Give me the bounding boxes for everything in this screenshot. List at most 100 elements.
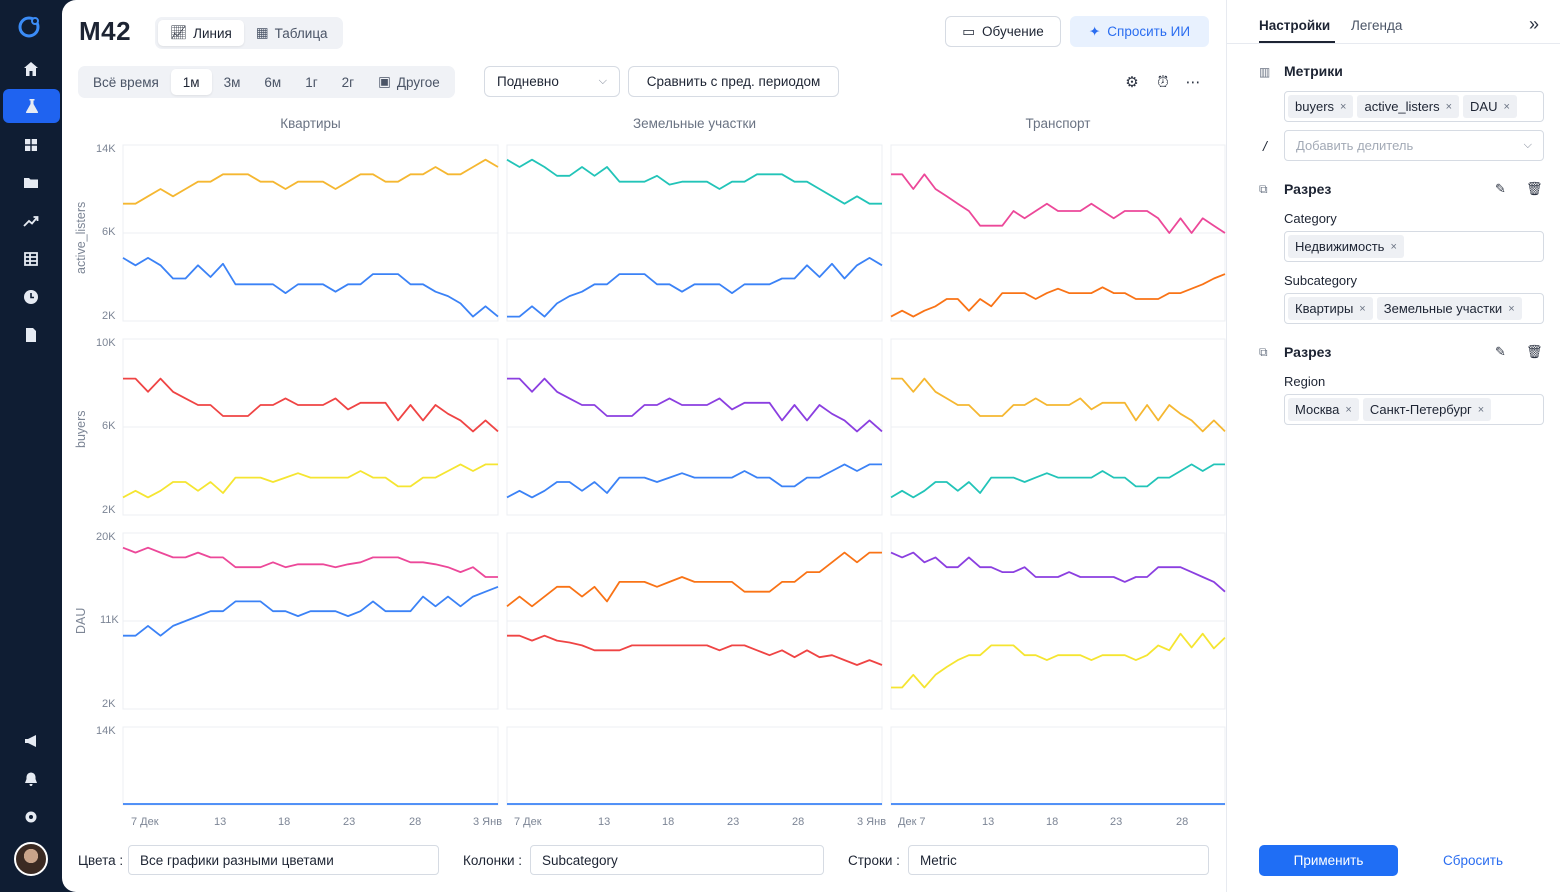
line-chart-icon: 📈︎ (170, 25, 188, 40)
trash-icon[interactable]: 🗑︎ (1526, 181, 1543, 196)
subcategory-chip[interactable]: Земельные участки × (1376, 297, 1522, 320)
tab-table[interactable]: ▦ Таблица (255, 25, 328, 41)
split-title: Разрез (1284, 344, 1332, 360)
gear-icon[interactable] (14, 802, 48, 832)
remove-icon[interactable]: × (1508, 302, 1515, 315)
metric-chip[interactable]: active_listers × (1357, 95, 1460, 118)
trend-icon[interactable] (14, 206, 48, 236)
remove-icon[interactable]: × (1359, 302, 1366, 315)
series-line (122, 463, 498, 499)
x-tick: 28 (792, 816, 805, 828)
metric-chip[interactable]: DAU × (1463, 95, 1517, 118)
small-multiples-chart (122, 144, 1226, 806)
columns-select[interactable]: Subcategory (530, 845, 824, 875)
more-icon[interactable]: ⋯ (1185, 74, 1201, 91)
page-title: M42 (79, 16, 132, 46)
series-line (890, 551, 1226, 593)
region-field[interactable]: Москва × Санкт-Петербург × (1284, 394, 1544, 425)
column-title: Земельные участки (632, 116, 756, 131)
colors-select[interactable]: Все графики разными цветами (128, 845, 439, 875)
tab-line[interactable]: 📈︎ Линия (158, 20, 244, 46)
subcategory-chip[interactable]: Квартиры × (1288, 297, 1373, 320)
split-title: Разрез (1284, 181, 1332, 197)
granularity-select[interactable]: Подневно ⌵ (484, 66, 620, 97)
folder-icon[interactable] (14, 168, 48, 198)
x-tick: 28 (1176, 816, 1189, 828)
metrics-field[interactable]: buyers × active_listers × DAU × (1284, 91, 1544, 122)
x-tick: 23 (343, 816, 356, 828)
alarm-icon[interactable]: ⏰︎ (1157, 73, 1169, 91)
period-1y[interactable]: 1г (305, 74, 318, 90)
trash-icon[interactable]: 🗑︎ (1526, 344, 1543, 359)
y-tick: 2K (102, 504, 116, 516)
flask-icon[interactable] (3, 89, 60, 123)
x-tick: 3 Янв (857, 816, 887, 828)
category-chip[interactable]: Недвижимость × (1288, 235, 1404, 258)
x-tick: 7 Дек (514, 816, 542, 828)
rows-select[interactable]: Metric (908, 845, 1209, 875)
edit-icon[interactable]: ✎ (1495, 181, 1506, 196)
active-tab-indicator (1259, 41, 1335, 43)
panel-frame (890, 726, 1226, 806)
x-tick: 18 (662, 816, 675, 828)
logo-icon[interactable] (16, 14, 42, 40)
tab-legend[interactable]: Легенда (1351, 18, 1403, 33)
remove-icon[interactable]: × (1340, 100, 1347, 113)
x-tick: 7 Дек (131, 816, 159, 828)
series-line (507, 634, 883, 666)
split-icon: ⧉ (1259, 345, 1268, 359)
learn-button[interactable]: ▭ Обучение (945, 16, 1061, 47)
clock-icon[interactable] (14, 282, 48, 312)
megaphone-icon[interactable] (14, 726, 48, 756)
remove-icon[interactable]: × (1477, 403, 1485, 416)
period-6m[interactable]: 6м (264, 74, 282, 90)
grid-icon[interactable] (14, 130, 48, 160)
metric-chip[interactable]: buyers × (1288, 95, 1354, 118)
compare-button[interactable]: Сравнить с пред. периодом (628, 66, 839, 97)
x-tick: 18 (278, 816, 291, 828)
table-icon: ▦ (255, 25, 269, 40)
y-tick: 2K (102, 698, 116, 710)
period-all[interactable]: Всё время (93, 74, 159, 90)
period-3m[interactable]: 3м (223, 74, 241, 90)
series-line (891, 173, 1226, 234)
subcategory-field[interactable]: Квартиры × Земельные участки × (1284, 293, 1544, 324)
main-panel: M42 📈︎ Линия ▦ Таблица ▭ Обучение ✦ Спросить… (62, 0, 1226, 892)
tab-settings[interactable]: Настройки (1259, 18, 1331, 33)
edit-icon[interactable]: ✎ (1495, 344, 1506, 359)
period-1m[interactable]: 1м (170, 69, 212, 95)
remove-icon[interactable]: × (1503, 100, 1510, 113)
settings-icon[interactable]: ⚙ (1125, 74, 1139, 91)
ask-ai-button[interactable]: ✦ Спросить ИИ (1070, 16, 1209, 47)
y-tick: 14K (96, 725, 116, 737)
series-line (123, 585, 499, 637)
remove-icon[interactable]: × (1390, 240, 1397, 253)
divider-select[interactable]: Добавить делитель ⌵ (1284, 130, 1544, 161)
x-tick: 3 Янв (473, 816, 503, 828)
series-line (122, 546, 498, 578)
y-tick: 11K (100, 614, 119, 626)
remove-icon[interactable]: × (1345, 403, 1352, 416)
period-other[interactable]: ▣ Другое (378, 74, 440, 90)
colors-label: Цвета : (78, 853, 124, 868)
series-line (890, 273, 1226, 318)
bell-icon[interactable] (14, 764, 48, 794)
y-tick: 20K (96, 531, 116, 543)
region-chip[interactable]: Москва × (1288, 398, 1359, 421)
x-tick: 23 (1110, 816, 1123, 828)
collapse-icon[interactable]: » (1529, 14, 1540, 34)
reset-link[interactable]: Сбросить (1443, 853, 1504, 868)
divider-symbol: / (1263, 138, 1267, 154)
y-tick: 2K (102, 310, 116, 322)
apply-button[interactable]: Применить (1259, 845, 1398, 876)
x-tick: Дек 7 (898, 816, 926, 828)
region-chip[interactable]: Санкт-Петербург × (1362, 398, 1492, 421)
file-icon[interactable] (14, 320, 48, 350)
avatar[interactable] (14, 842, 48, 876)
home-icon[interactable] (14, 54, 48, 84)
category-field[interactable]: Недвижимость × (1284, 231, 1544, 262)
period-2y[interactable]: 2г (341, 74, 355, 90)
table-icon[interactable] (14, 244, 48, 274)
remove-icon[interactable]: × (1445, 100, 1453, 113)
x-tick: 13 (982, 816, 995, 828)
